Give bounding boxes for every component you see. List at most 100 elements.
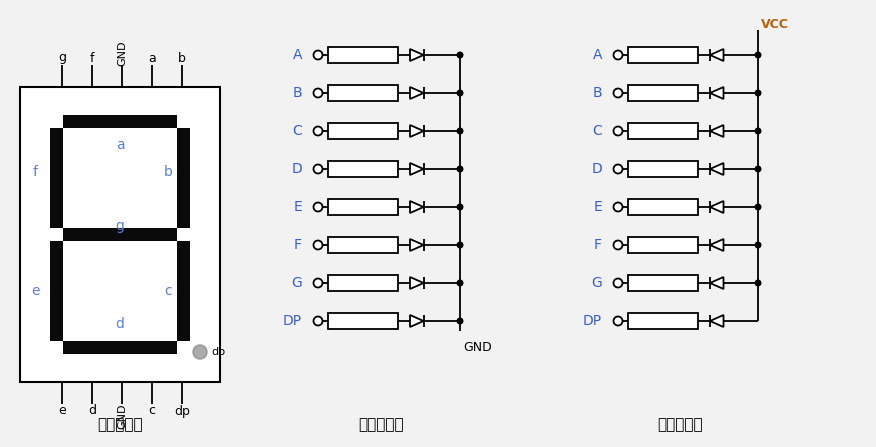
- Text: g: g: [116, 219, 124, 233]
- Bar: [628, 47, 698, 63]
- Circle shape: [613, 240, 623, 249]
- Polygon shape: [410, 87, 423, 99]
- Polygon shape: [410, 239, 423, 251]
- Text: F: F: [594, 238, 602, 252]
- Text: c: c: [164, 284, 172, 298]
- Bar: [50, 241, 63, 341]
- Polygon shape: [410, 277, 423, 289]
- Text: b: b: [178, 51, 186, 64]
- Polygon shape: [410, 49, 423, 61]
- Circle shape: [613, 202, 623, 211]
- Text: d: d: [116, 317, 124, 331]
- Bar: [63, 341, 177, 354]
- Circle shape: [314, 127, 322, 135]
- Text: C: C: [592, 124, 602, 138]
- Text: VCC: VCC: [761, 18, 789, 31]
- Polygon shape: [710, 201, 724, 213]
- Circle shape: [613, 89, 623, 97]
- Circle shape: [314, 278, 322, 287]
- Text: D: D: [591, 162, 602, 176]
- Circle shape: [754, 203, 761, 211]
- Circle shape: [613, 164, 623, 173]
- Polygon shape: [410, 315, 423, 327]
- Text: A: A: [293, 48, 302, 62]
- Text: C: C: [293, 124, 302, 138]
- Circle shape: [314, 316, 322, 325]
- Bar: [628, 237, 698, 253]
- Bar: [628, 161, 698, 177]
- Circle shape: [613, 51, 623, 59]
- Text: B: B: [293, 86, 302, 100]
- Text: E: E: [593, 200, 602, 214]
- Circle shape: [314, 202, 322, 211]
- Bar: [63, 115, 177, 128]
- Circle shape: [754, 241, 761, 249]
- Circle shape: [754, 127, 761, 135]
- Circle shape: [613, 127, 623, 135]
- Bar: [628, 123, 698, 139]
- Text: a: a: [116, 138, 124, 152]
- Circle shape: [456, 241, 463, 249]
- Text: f: f: [89, 51, 95, 64]
- Text: d: d: [88, 405, 96, 417]
- Bar: [328, 237, 398, 253]
- Text: e: e: [58, 405, 66, 417]
- Bar: [628, 85, 698, 101]
- Polygon shape: [710, 315, 724, 327]
- Circle shape: [456, 51, 463, 59]
- Text: B: B: [592, 86, 602, 100]
- Circle shape: [456, 89, 463, 97]
- Text: c: c: [149, 405, 156, 417]
- Polygon shape: [710, 49, 724, 61]
- Text: A: A: [592, 48, 602, 62]
- Text: E: E: [293, 200, 302, 214]
- Circle shape: [456, 203, 463, 211]
- Text: g: g: [58, 51, 66, 64]
- Circle shape: [314, 164, 322, 173]
- Bar: [328, 161, 398, 177]
- Bar: [628, 313, 698, 329]
- Polygon shape: [410, 125, 423, 137]
- Text: 符号和引脚: 符号和引脚: [97, 417, 143, 433]
- Text: e: e: [31, 284, 39, 298]
- Bar: [628, 199, 698, 215]
- Polygon shape: [710, 125, 724, 137]
- Circle shape: [314, 51, 322, 59]
- Text: 共阴极接法: 共阴极接法: [358, 417, 404, 433]
- Circle shape: [193, 345, 207, 359]
- Circle shape: [754, 165, 761, 173]
- Bar: [328, 85, 398, 101]
- Circle shape: [754, 279, 761, 287]
- Text: G: G: [291, 276, 302, 290]
- Text: DP: DP: [283, 314, 302, 328]
- Text: G: G: [591, 276, 602, 290]
- Polygon shape: [410, 163, 423, 175]
- Text: 共阳极接法: 共阳极接法: [657, 417, 703, 433]
- Text: a: a: [148, 51, 156, 64]
- Circle shape: [613, 278, 623, 287]
- Text: dp: dp: [174, 405, 190, 417]
- Bar: [328, 275, 398, 291]
- Circle shape: [754, 89, 761, 97]
- Text: dp: dp: [211, 347, 225, 357]
- Text: D: D: [291, 162, 302, 176]
- Bar: [63, 228, 177, 241]
- Polygon shape: [710, 163, 724, 175]
- Circle shape: [754, 51, 761, 59]
- Text: b: b: [164, 165, 173, 179]
- Polygon shape: [410, 201, 423, 213]
- Circle shape: [613, 316, 623, 325]
- Polygon shape: [710, 239, 724, 251]
- Circle shape: [314, 240, 322, 249]
- Text: GND: GND: [117, 40, 127, 66]
- Bar: [328, 123, 398, 139]
- Bar: [328, 313, 398, 329]
- Circle shape: [456, 127, 463, 135]
- Text: GND: GND: [463, 341, 491, 354]
- Circle shape: [456, 165, 463, 173]
- Polygon shape: [710, 277, 724, 289]
- Circle shape: [314, 89, 322, 97]
- Text: GND: GND: [117, 403, 127, 429]
- Bar: [20, 87, 220, 382]
- Bar: [177, 128, 190, 228]
